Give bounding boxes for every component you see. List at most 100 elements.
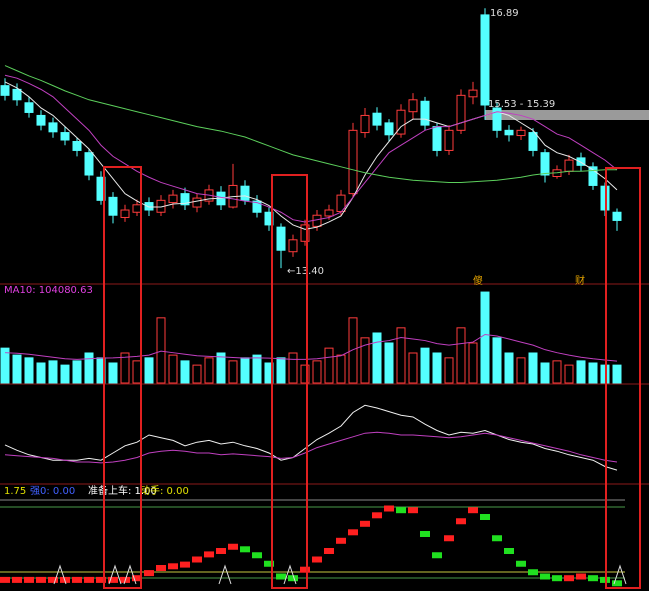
volume-bar [132,360,142,384]
step-block [192,556,202,563]
volume-bar [456,327,466,384]
highlight-box [103,166,142,589]
volume-bar [192,364,202,384]
step-block [324,548,334,554]
candle-body [60,132,70,141]
step-block [336,537,346,544]
step-block [372,512,382,519]
step-block [360,520,370,527]
volume-bar [576,360,586,384]
step-block [516,560,526,567]
highlight-boxes [103,166,641,589]
indicator-line [4,431,618,464]
volume-bar [360,337,370,384]
candle-body [564,159,574,172]
indicator-header: 1.75 [4,486,26,497]
volume-ma-line [4,333,618,362]
annotation: 傻 [473,275,483,287]
step-block [216,548,226,554]
annotation: 16.89 [490,8,519,19]
step-block [492,535,502,542]
volume-bar [372,332,382,384]
step-block [504,548,514,554]
volume-bar [480,291,490,384]
volume-bar [168,354,178,384]
indicator-header: 准备上车: 1.00 [88,484,157,497]
step-block [168,563,178,570]
volume-bar [516,357,526,384]
signal-marker [283,564,297,585]
candle-body [516,129,526,137]
highlight-box [271,174,308,589]
candle-body [24,102,34,113]
candle-body [192,197,202,208]
volume-bar [384,342,394,384]
volume-bar [528,352,538,384]
candle-body [480,14,490,106]
candle-body [528,132,538,151]
volume-bar [504,352,514,384]
volume-bar [324,347,334,384]
volume-bar [300,364,310,384]
step-block [156,565,166,571]
volume-bar [144,357,154,384]
volume-bar [468,342,478,384]
step-block [540,573,550,580]
candle-body [132,204,142,213]
candle-body [12,88,22,101]
volume-bar [108,362,118,384]
volume-bar [540,362,550,384]
step-block [348,529,358,536]
candle-body [384,122,394,136]
candle-body [324,209,334,217]
candle-body [444,129,454,151]
volume-bar [156,317,166,384]
candle-body [276,226,286,251]
step-block [264,560,274,567]
step-block [480,514,490,520]
price-band [485,110,649,120]
volume-bar [348,317,358,384]
step-block [468,507,478,514]
step-block [0,576,10,583]
ma-line [4,65,617,183]
candle-body [372,112,382,126]
volume-bar [12,354,22,384]
volume-bar [36,362,46,384]
step-block [228,543,238,550]
step-block [84,576,94,583]
marks: 16.89 15.53 - 15.39 ←13.40 傻 财 1.75 强0: 0.00 准备… [0,8,622,587]
signal-marker [218,564,232,585]
volume-bar [312,360,322,384]
step-block [552,575,562,582]
candle-body [84,152,94,176]
annotation: 15.53 - 15.39 [488,99,555,110]
volume-bar [420,347,430,384]
ma-line [4,81,618,230]
step-block [24,576,34,583]
step-block [252,552,262,559]
candle-body [72,141,82,151]
step-block [132,575,142,582]
step-block [300,566,310,573]
candle-body [312,214,322,227]
step-block [276,573,286,580]
step-block [48,576,58,583]
volume-bar [564,364,574,384]
step-block [72,576,82,583]
volume-bar [60,364,70,384]
step-block [204,551,214,558]
step-block [288,575,298,582]
step-block [588,575,598,582]
volume-bar [552,360,562,384]
volume-bar [120,352,130,384]
volume-bar [492,337,502,384]
candle-body [360,114,370,134]
volume-bar [72,360,82,384]
volume-bar [0,347,10,384]
step-block [180,561,190,568]
signal-marker [123,564,137,585]
volume-bar [240,357,250,384]
